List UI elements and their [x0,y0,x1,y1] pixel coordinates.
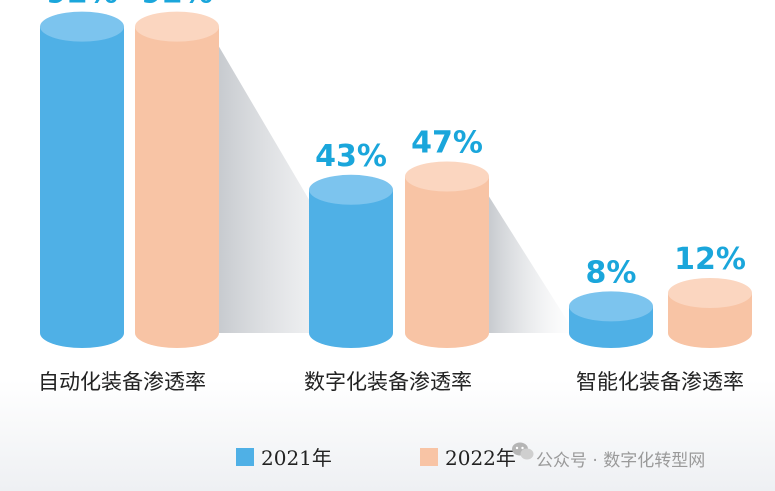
bar-shadow [489,196,576,333]
bar-3-2 [668,278,752,348]
category-label: 智能化装备渗透率 [576,370,744,394]
chart-floor [0,380,775,491]
bar-1-2 [135,11,219,348]
bars [40,11,752,348]
value-label: 43% [315,139,387,174]
value-label: 92% [141,0,213,11]
value-label: 47% [411,125,483,160]
category-labels: 自动化装备渗透率 数字化装备渗透率 智能化装备渗透率 [38,370,744,394]
bar-2-1 [309,174,393,348]
legend-swatch [420,448,438,466]
value-label: 8% [586,255,637,290]
legend-label: 2022年 [445,446,516,470]
wechat-icon [512,442,534,460]
watermark: 公众号 · 数字化转型网 [512,442,705,471]
bar-2-2 [405,161,489,348]
category-label: 自动化装备渗透率 [38,370,206,394]
watermark-text: 公众号 · 数字化转型网 [536,451,705,471]
value-labels: 92% 92% 43% 47% 8% 12% [46,0,746,290]
bar-shadows [219,46,576,333]
bar-1-1 [40,11,124,348]
category-label: 数字化装备渗透率 [304,370,472,394]
value-label: 92% [46,0,118,11]
bar-3-1 [569,291,653,348]
legend-label: 2021年 [261,446,332,470]
legend-swatch [236,448,254,466]
value-label: 12% [674,242,746,277]
legend: 2021年 2022年 [236,446,516,470]
